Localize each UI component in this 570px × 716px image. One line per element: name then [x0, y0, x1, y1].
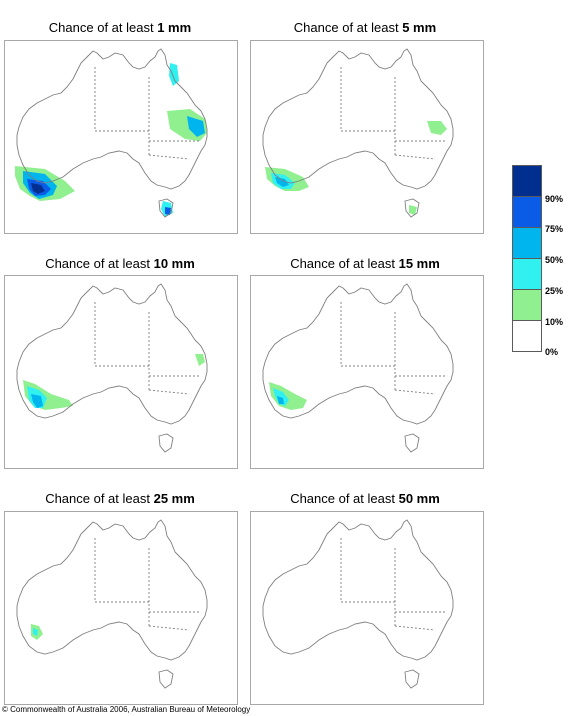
map-panel-5mm — [250, 40, 484, 234]
legend-color-bar — [512, 165, 542, 352]
australia-map-outline — [16, 283, 208, 453]
map-panel-25mm — [4, 511, 238, 705]
legend-label-10: 10% — [545, 317, 564, 327]
panel-title-5mm: Chance of at least 5 mm — [293, 20, 437, 35]
panel-title-10mm: Chance of at least 10 mm — [45, 256, 195, 271]
australia-map-outline — [262, 48, 454, 218]
map-panel-50mm — [250, 511, 484, 705]
australia-map-outline — [16, 519, 208, 689]
legend-label-50: 50% — [545, 255, 564, 265]
map-panel-15mm — [250, 275, 484, 469]
map-panel-10mm — [4, 275, 238, 469]
panel-title-50mm: Chance of at least 50 mm — [290, 491, 440, 506]
legend-label-90: 90% — [545, 194, 564, 204]
panel-title-25mm: Chance of at least 25 mm — [45, 491, 195, 506]
legend-label-25: 25% — [545, 286, 564, 296]
australia-map-outline — [262, 283, 454, 453]
legend-label-0: 0% — [545, 347, 559, 357]
rain-shading — [265, 121, 447, 215]
legend-swatch-0 — [512, 320, 542, 352]
australia-map-outline — [262, 519, 454, 689]
copyright-text: © Commonwealth of Australia 2006, Austra… — [2, 705, 251, 714]
panel-title-15mm: Chance of at least 15 mm — [290, 256, 440, 271]
map-panel-1mm — [4, 40, 238, 234]
rain-shading — [15, 63, 207, 217]
legend-swatch-50 — [512, 227, 542, 258]
rain-shading — [31, 624, 43, 640]
legend-swatch-90 — [512, 165, 542, 196]
legend-swatch-10 — [512, 289, 542, 320]
panel-title-1mm: Chance of at least 1 mm — [48, 20, 192, 35]
legend-label-75: 75% — [545, 224, 564, 234]
legend-swatch-75 — [512, 196, 542, 227]
australia-map-outline — [16, 48, 208, 218]
rain-shading — [23, 354, 205, 410]
legend-swatch-25 — [512, 258, 542, 289]
rain-shading — [269, 382, 307, 410]
